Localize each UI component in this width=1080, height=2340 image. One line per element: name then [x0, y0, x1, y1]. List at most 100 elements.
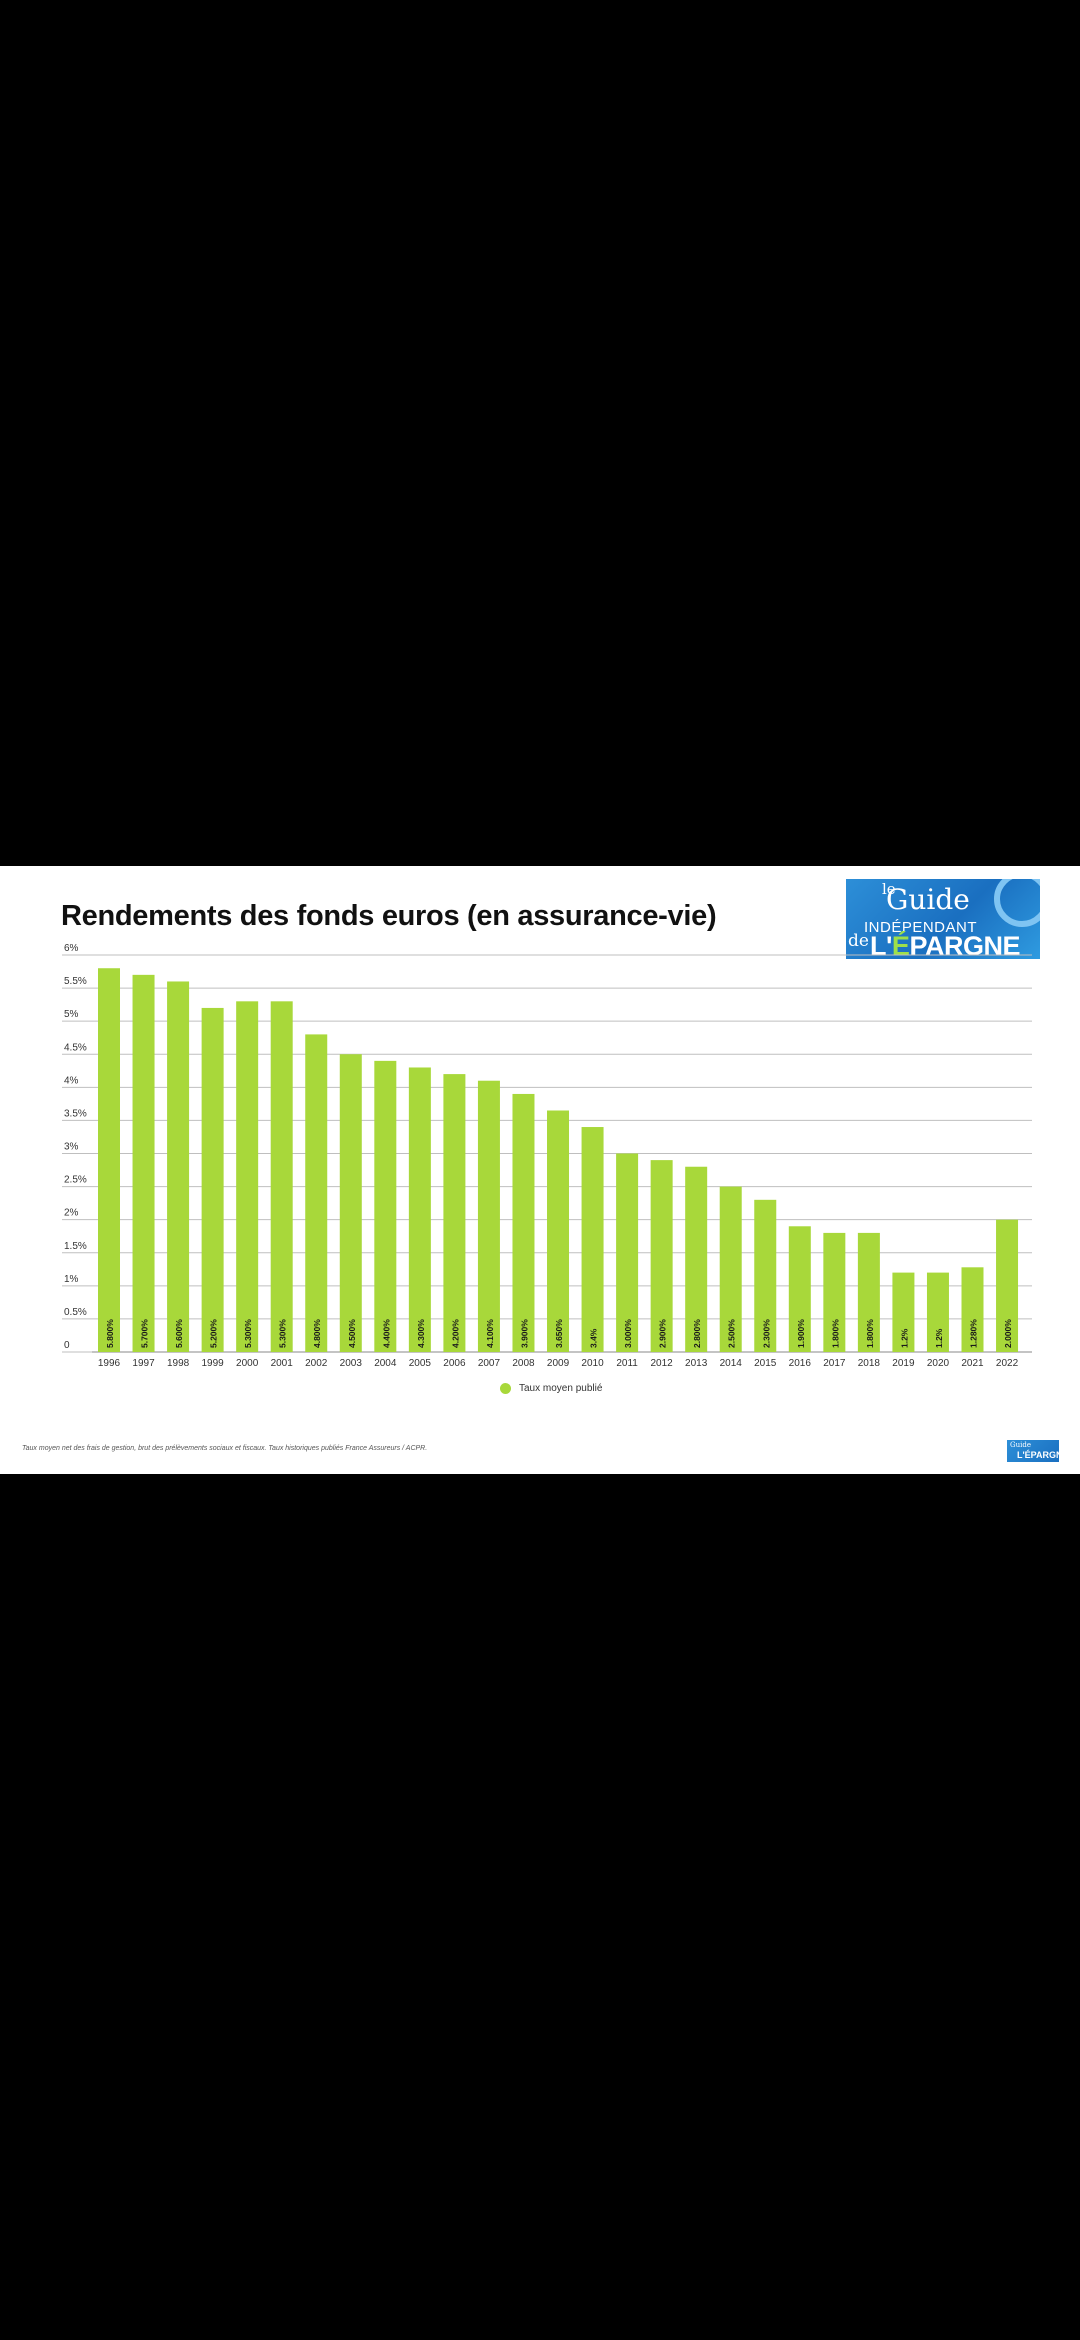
footnote: Taux moyen net des frais de gestion, bru…: [22, 1445, 428, 1452]
bar: [443, 1074, 466, 1352]
data-label: 4.400%: [381, 1319, 391, 1348]
data-label: 4.500%: [347, 1319, 357, 1348]
bar: [477, 1080, 500, 1352]
x-tick-label: 2008: [512, 1358, 535, 1369]
bar: [374, 1060, 397, 1352]
y-tick-label: 0.5%: [64, 1307, 87, 1318]
x-tick-label: 2006: [443, 1358, 466, 1369]
x-tick-label: 2013: [685, 1358, 708, 1369]
bar: [547, 1110, 570, 1352]
bar: [685, 1166, 708, 1352]
y-tick-label: 5.5%: [64, 976, 87, 987]
data-label: 4.200%: [450, 1319, 460, 1348]
data-label: 1.280%: [969, 1319, 979, 1348]
y-tick-label: 2.5%: [64, 1175, 87, 1186]
bar: [616, 1153, 639, 1352]
x-tick-label: 2020: [927, 1358, 950, 1369]
bar: [339, 1054, 362, 1352]
legend-label: Taux moyen publié: [519, 1383, 603, 1394]
data-label: 5.800%: [105, 1319, 115, 1348]
logo-text: INDÉPENDANT: [864, 919, 978, 936]
x-tick-label: 2015: [754, 1358, 777, 1369]
logo-text: L'ÉPARGNE: [1017, 1450, 1059, 1460]
bar: [892, 1272, 915, 1352]
bar: [926, 1272, 949, 1352]
bar: [408, 1067, 431, 1352]
data-label: 3.4%: [589, 1328, 599, 1348]
y-tick-label: 5%: [64, 1009, 79, 1020]
guide-epargne-logo: le Guide INDÉPENDANT de L'ÉPARGNE: [846, 879, 1040, 959]
data-label: 1.800%: [830, 1319, 840, 1348]
guide-epargne-small-logo: Guide L'ÉPARGNE: [1007, 1440, 1059, 1462]
bar: [823, 1232, 846, 1352]
x-tick-label: 2022: [996, 1358, 1019, 1369]
data-label: 5.200%: [209, 1319, 219, 1348]
bar: [98, 968, 120, 1352]
data-label: 5.300%: [243, 1319, 253, 1348]
x-tick-label: 2016: [789, 1358, 812, 1369]
bar: [305, 1034, 328, 1352]
legend-swatch: [500, 1383, 511, 1394]
x-tick-label: 2007: [478, 1358, 501, 1369]
data-label: 1.900%: [796, 1319, 806, 1348]
bar: [754, 1199, 777, 1352]
y-tick-label: 4%: [64, 1075, 79, 1086]
bar: [581, 1127, 604, 1352]
bar: [201, 1007, 224, 1352]
data-label: 1.2%: [899, 1328, 909, 1348]
x-tick-label: 1998: [167, 1358, 190, 1369]
logo-ring-icon: [994, 879, 1040, 927]
bar: [996, 1219, 1019, 1352]
x-tick-label: 2004: [374, 1358, 397, 1369]
data-label: 4.100%: [485, 1319, 495, 1348]
x-tick-label: 1999: [201, 1358, 224, 1369]
x-tick-label: 1996: [98, 1358, 121, 1369]
chart-title: Rendements des fonds euros (en assurance…: [61, 900, 717, 932]
y-tick-label: 1%: [64, 1274, 79, 1285]
logo-text: de: [848, 931, 869, 951]
x-tick-label: 1997: [132, 1358, 155, 1369]
data-label: 2.000%: [1003, 1319, 1013, 1348]
bar: [270, 1001, 293, 1352]
x-tick-label: 2010: [581, 1358, 604, 1369]
x-tick-label: 2019: [892, 1358, 915, 1369]
x-tick-label: 2011: [616, 1358, 638, 1369]
logo-text: L'ÉPARGNE: [870, 931, 1020, 959]
y-tick-label: 6%: [64, 943, 79, 954]
x-tick-label: 2002: [305, 1358, 328, 1369]
data-label: 2.800%: [692, 1319, 702, 1348]
bar: [857, 1232, 880, 1352]
x-tick-label: 2005: [409, 1358, 432, 1369]
y-tick-label: 4.5%: [64, 1042, 87, 1053]
bar: [167, 981, 190, 1352]
data-label: 2.500%: [727, 1319, 737, 1348]
x-tick-label: 2017: [823, 1358, 846, 1369]
chart-card: Rendements des fonds euros (en assurance…: [0, 866, 1080, 1474]
data-label: 3.000%: [623, 1319, 633, 1348]
logo-text: le: [882, 880, 896, 898]
bar: [132, 974, 155, 1352]
logo-text: Guide: [886, 883, 970, 916]
data-label: 4.300%: [416, 1319, 426, 1348]
data-label: 3.650%: [554, 1319, 564, 1348]
y-tick-label: 3.5%: [64, 1108, 87, 1119]
bar: [512, 1093, 535, 1352]
x-tick-label: 2018: [858, 1358, 881, 1369]
data-label: 5.600%: [174, 1319, 184, 1348]
x-tick-label: 2000: [236, 1358, 259, 1369]
data-label: 3.900%: [519, 1319, 529, 1348]
data-label: 2.300%: [761, 1319, 771, 1348]
x-tick-label: 2014: [720, 1358, 743, 1369]
bar-chart: 0 0.5% 1% 1.5% 2% 2.5% 3% 3.5% 4% 4.5% 5% 5.5% 6% 5.8…: [62, 943, 1032, 1369]
data-label: 5.700%: [140, 1319, 150, 1348]
data-label: 5.300%: [278, 1319, 288, 1348]
chart-legend: Taux moyen publié: [500, 1383, 602, 1394]
y-tick-label: 0: [64, 1340, 70, 1351]
bar: [961, 1267, 984, 1352]
y-tick-label: 1.5%: [64, 1241, 87, 1252]
x-tick-label: 2012: [651, 1358, 674, 1369]
bar: [650, 1160, 673, 1352]
logo-text: Guide: [1010, 1441, 1031, 1449]
data-label: 1.800%: [865, 1319, 875, 1348]
x-tick-label: 2021: [961, 1358, 984, 1369]
